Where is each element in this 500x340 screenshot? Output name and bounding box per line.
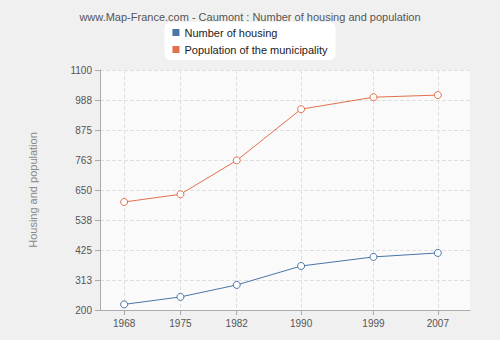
svg-text:1982: 1982 (226, 318, 249, 329)
svg-text:1975: 1975 (169, 318, 192, 329)
svg-text:1100: 1100 (70, 65, 92, 76)
svg-text:Population of the municipality: Population of the municipality (184, 44, 328, 56)
svg-text:Number of housing: Number of housing (184, 27, 277, 39)
svg-text:650: 650 (75, 185, 92, 196)
svg-text:313: 313 (75, 275, 92, 286)
svg-text:200: 200 (75, 305, 92, 316)
svg-text:988: 988 (75, 95, 92, 106)
svg-text:1968: 1968 (113, 318, 136, 329)
svg-text:www.Map-France.com - Caumont :: www.Map-France.com - Caumont : Number of… (78, 11, 420, 23)
svg-text:2007: 2007 (427, 318, 450, 329)
svg-text:1999: 1999 (362, 318, 385, 329)
svg-text:538: 538 (75, 215, 92, 226)
svg-text:Housing and population: Housing and population (27, 132, 39, 248)
svg-text:425: 425 (75, 245, 92, 256)
svg-text:1990: 1990 (290, 318, 313, 329)
svg-text:875: 875 (75, 125, 92, 136)
svg-text:763: 763 (75, 155, 92, 166)
